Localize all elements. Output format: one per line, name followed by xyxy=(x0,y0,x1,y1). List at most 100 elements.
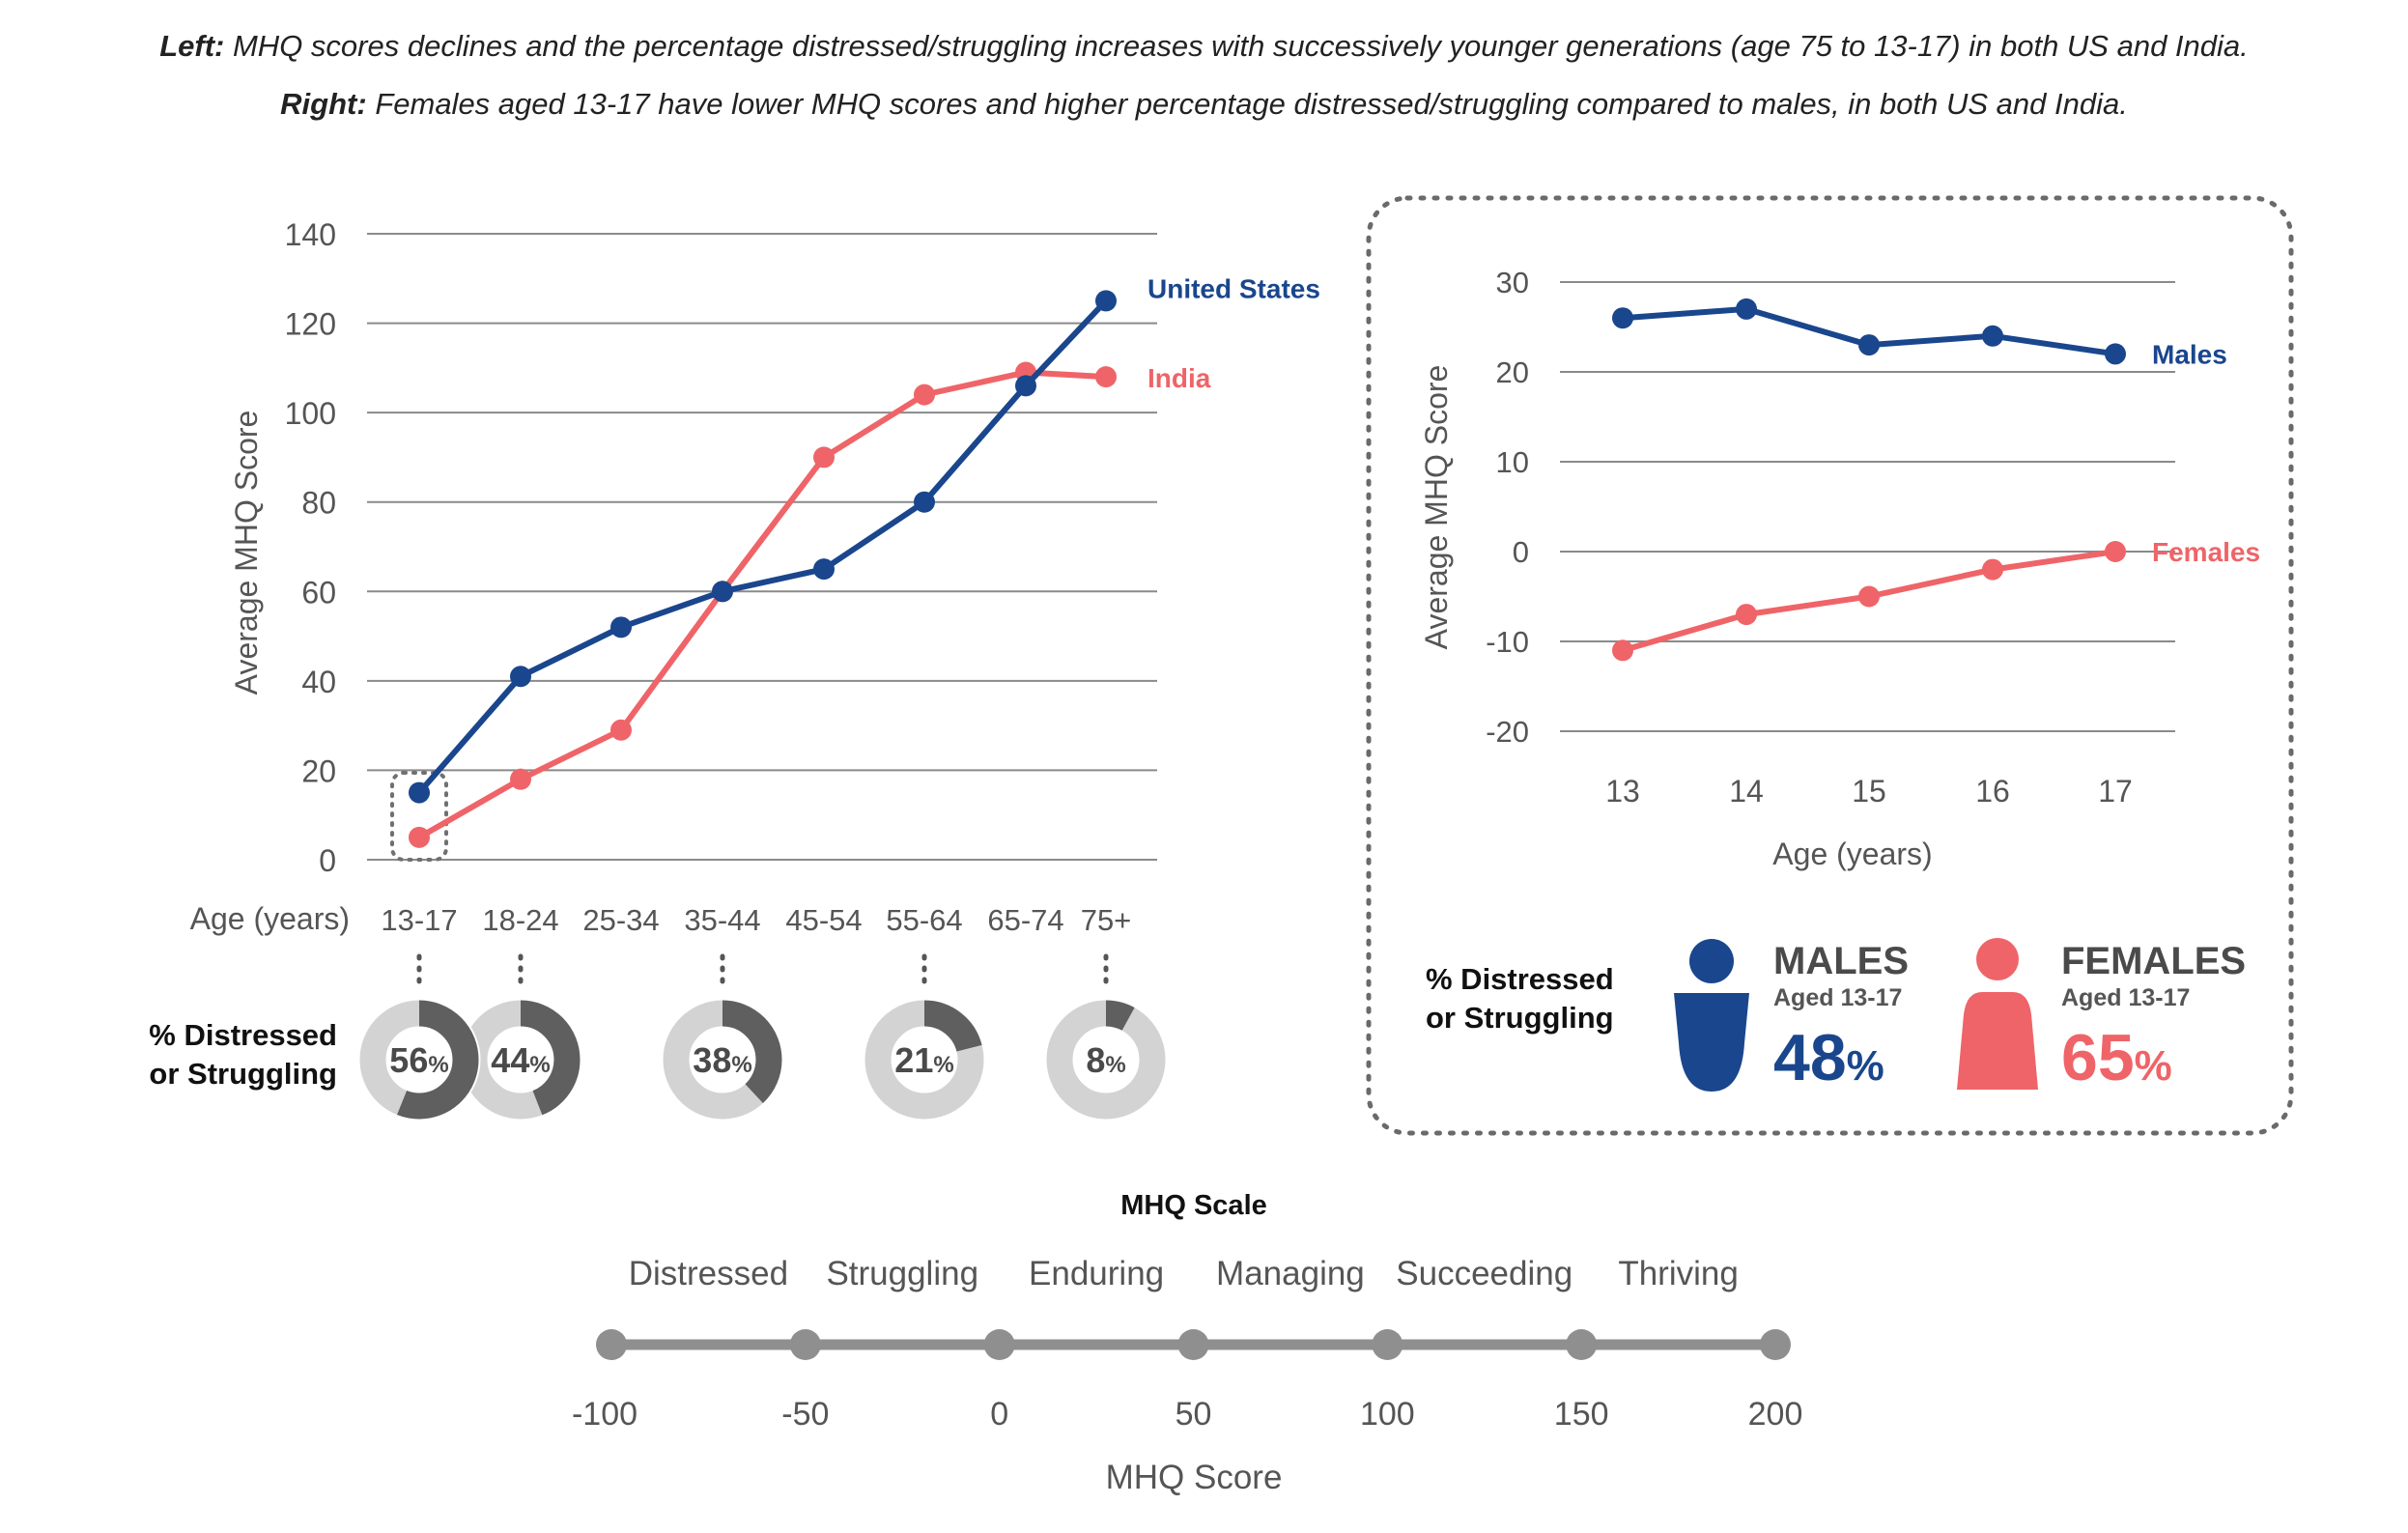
scale-category-label: Enduring xyxy=(1029,1255,1164,1292)
right-data-point xyxy=(1736,298,1757,320)
scale-tick-label: -100 xyxy=(572,1396,637,1433)
donut-segment-55-64 xyxy=(864,1000,984,1120)
scale-tick-label: 150 xyxy=(1554,1396,1609,1433)
scale-tick-dot xyxy=(1760,1329,1791,1360)
left-data-point xyxy=(1095,290,1117,312)
male-person-icon-body xyxy=(1674,993,1749,1092)
scale-tick-dot xyxy=(983,1329,1015,1360)
right-data-point xyxy=(2105,343,2126,365)
scale-tick-label: 50 xyxy=(1176,1396,1212,1433)
right-y-tick-label: 10 xyxy=(1496,445,1529,479)
scale-tick-label: -50 xyxy=(781,1396,829,1433)
females-percentage-value: 65 xyxy=(2061,1021,2135,1094)
donut-unit: % xyxy=(428,1052,448,1078)
scale-category-label: Thriving xyxy=(1618,1255,1738,1292)
females-percentage-unit: % xyxy=(2135,1042,2172,1090)
scale-tick-dot xyxy=(1177,1329,1209,1360)
right-x-axis-title: Age (years) xyxy=(1772,837,1932,871)
mhq-scale: MHQ Scale Distressed Struggling Enduring Man… xyxy=(572,1190,1802,1496)
left-y-tick-label: 40 xyxy=(301,665,336,699)
donut-value-label: 8% xyxy=(1086,1040,1125,1080)
right-data-point xyxy=(1736,604,1757,626)
left-x-tick-label: 18-24 xyxy=(482,903,558,937)
right-panel-dotted-frame xyxy=(1366,195,2294,1136)
scale-category-label: Distressed xyxy=(629,1255,788,1292)
donut-value-label: 21% xyxy=(894,1040,953,1080)
left-x-tick-label: 65-74 xyxy=(987,903,1063,937)
right-y-axis-title: Average MHQ Score xyxy=(1419,365,1454,650)
males-percentage: 48% xyxy=(1773,1021,1884,1094)
caption-right: Right: Females aged 13-17 have lower MHQ… xyxy=(0,87,2408,122)
right-y-tick-label: 20 xyxy=(1496,355,1529,389)
left-x-tick-label: 55-64 xyxy=(886,903,962,937)
left-x-tick-label: 25-34 xyxy=(582,903,659,937)
scale-tick-dot xyxy=(789,1329,821,1360)
right-data-point xyxy=(2105,541,2126,562)
left-series-line-india xyxy=(417,369,1107,840)
scale-tick-label: 0 xyxy=(990,1396,1008,1433)
donut-value: 21 xyxy=(894,1040,933,1080)
males-title: MALES xyxy=(1773,940,1909,982)
males-percentage-value: 48 xyxy=(1773,1021,1847,1094)
left-data-point xyxy=(712,581,733,603)
right-legend-females: Females xyxy=(2152,537,2260,567)
caption-left-text: MHQ scores declines and the percentage d… xyxy=(224,29,2249,63)
donut-unit: % xyxy=(1105,1052,1125,1078)
left-distress-label-line1: % Distressed xyxy=(149,1018,337,1052)
females-title: FEMALES xyxy=(2061,940,2246,982)
right-y-tick-label: 0 xyxy=(1513,535,1529,569)
female-person-icon-head xyxy=(1976,938,2019,980)
scale-tick-dot xyxy=(1372,1329,1403,1360)
left-legend-united-states: United States xyxy=(1147,273,1320,303)
caption-left-lead: Left: xyxy=(159,29,225,63)
donut-value: 44 xyxy=(491,1040,529,1080)
right-data-point xyxy=(1858,334,1880,356)
left-data-point xyxy=(1015,375,1036,397)
left-legend-india: India xyxy=(1147,363,1211,393)
left-y-tick-label: 0 xyxy=(319,843,336,878)
left-distress-label-line2: or Struggling xyxy=(149,1057,337,1091)
right-data-point xyxy=(1982,558,2003,581)
scale-tick-dot xyxy=(596,1329,627,1360)
donut-value-label: 38% xyxy=(693,1040,751,1080)
left-data-point xyxy=(510,768,531,790)
donut-value: 38 xyxy=(693,1040,731,1080)
left-series-line-united-states xyxy=(416,298,1109,795)
caption-right-lead: Right: xyxy=(280,87,367,121)
right-x-tick-label: 13 xyxy=(1605,774,1640,809)
right-x-tick-label: 15 xyxy=(1852,774,1886,809)
right-x-tick-label: 17 xyxy=(2098,774,2133,809)
donut-segment-18-24 xyxy=(461,1000,581,1120)
donut-value-label: 56% xyxy=(389,1040,448,1080)
right-data-point xyxy=(1612,639,1633,662)
donut-unit: % xyxy=(529,1052,550,1078)
left-x-tick-label: 13-17 xyxy=(381,903,457,937)
scale-category-label: Struggling xyxy=(826,1255,978,1292)
left-y-tick-label: 120 xyxy=(285,307,336,342)
left-y-axis-title: Average MHQ Score xyxy=(229,411,264,696)
scale-tick-label: 100 xyxy=(1360,1396,1415,1433)
scale-axis-title: MHQ Score xyxy=(1106,1459,1283,1496)
donut-segment-13-17 xyxy=(359,1000,479,1120)
right-y-tick-label: 30 xyxy=(1496,266,1529,299)
right-distress-label-line2: or Struggling xyxy=(1426,1001,1614,1035)
donut-unit: % xyxy=(933,1052,953,1078)
left-x-tick-label: 35-44 xyxy=(684,903,760,937)
right-x-tick-label: 16 xyxy=(1975,774,2010,809)
left-data-point xyxy=(610,719,632,741)
left-data-point xyxy=(409,826,430,848)
caption-right-text: Females aged 13-17 have lower MHQ scores… xyxy=(366,87,2128,121)
right-line-chart: -20 -10 0 10 20 30 Average MHQ Score 13 14 15 16 17… xyxy=(1419,266,2260,871)
scale-tick-dot xyxy=(1566,1329,1598,1360)
females-percentage: 65% xyxy=(2061,1021,2172,1094)
males-percentage-unit: % xyxy=(1847,1042,1884,1090)
left-x-axis-title: Age (years) xyxy=(190,901,350,936)
left-line-chart: 0 20 40 60 80 100 120 140 Average MHQ Score Age (… xyxy=(190,217,1320,937)
donut-value: 56 xyxy=(389,1040,428,1080)
caption-left: Left: MHQ scores declines and the percen… xyxy=(0,29,2408,64)
scale-category-label: Succeeding xyxy=(1396,1255,1572,1292)
scale-tick-label: 200 xyxy=(1748,1396,1803,1433)
left-data-point xyxy=(409,781,430,804)
